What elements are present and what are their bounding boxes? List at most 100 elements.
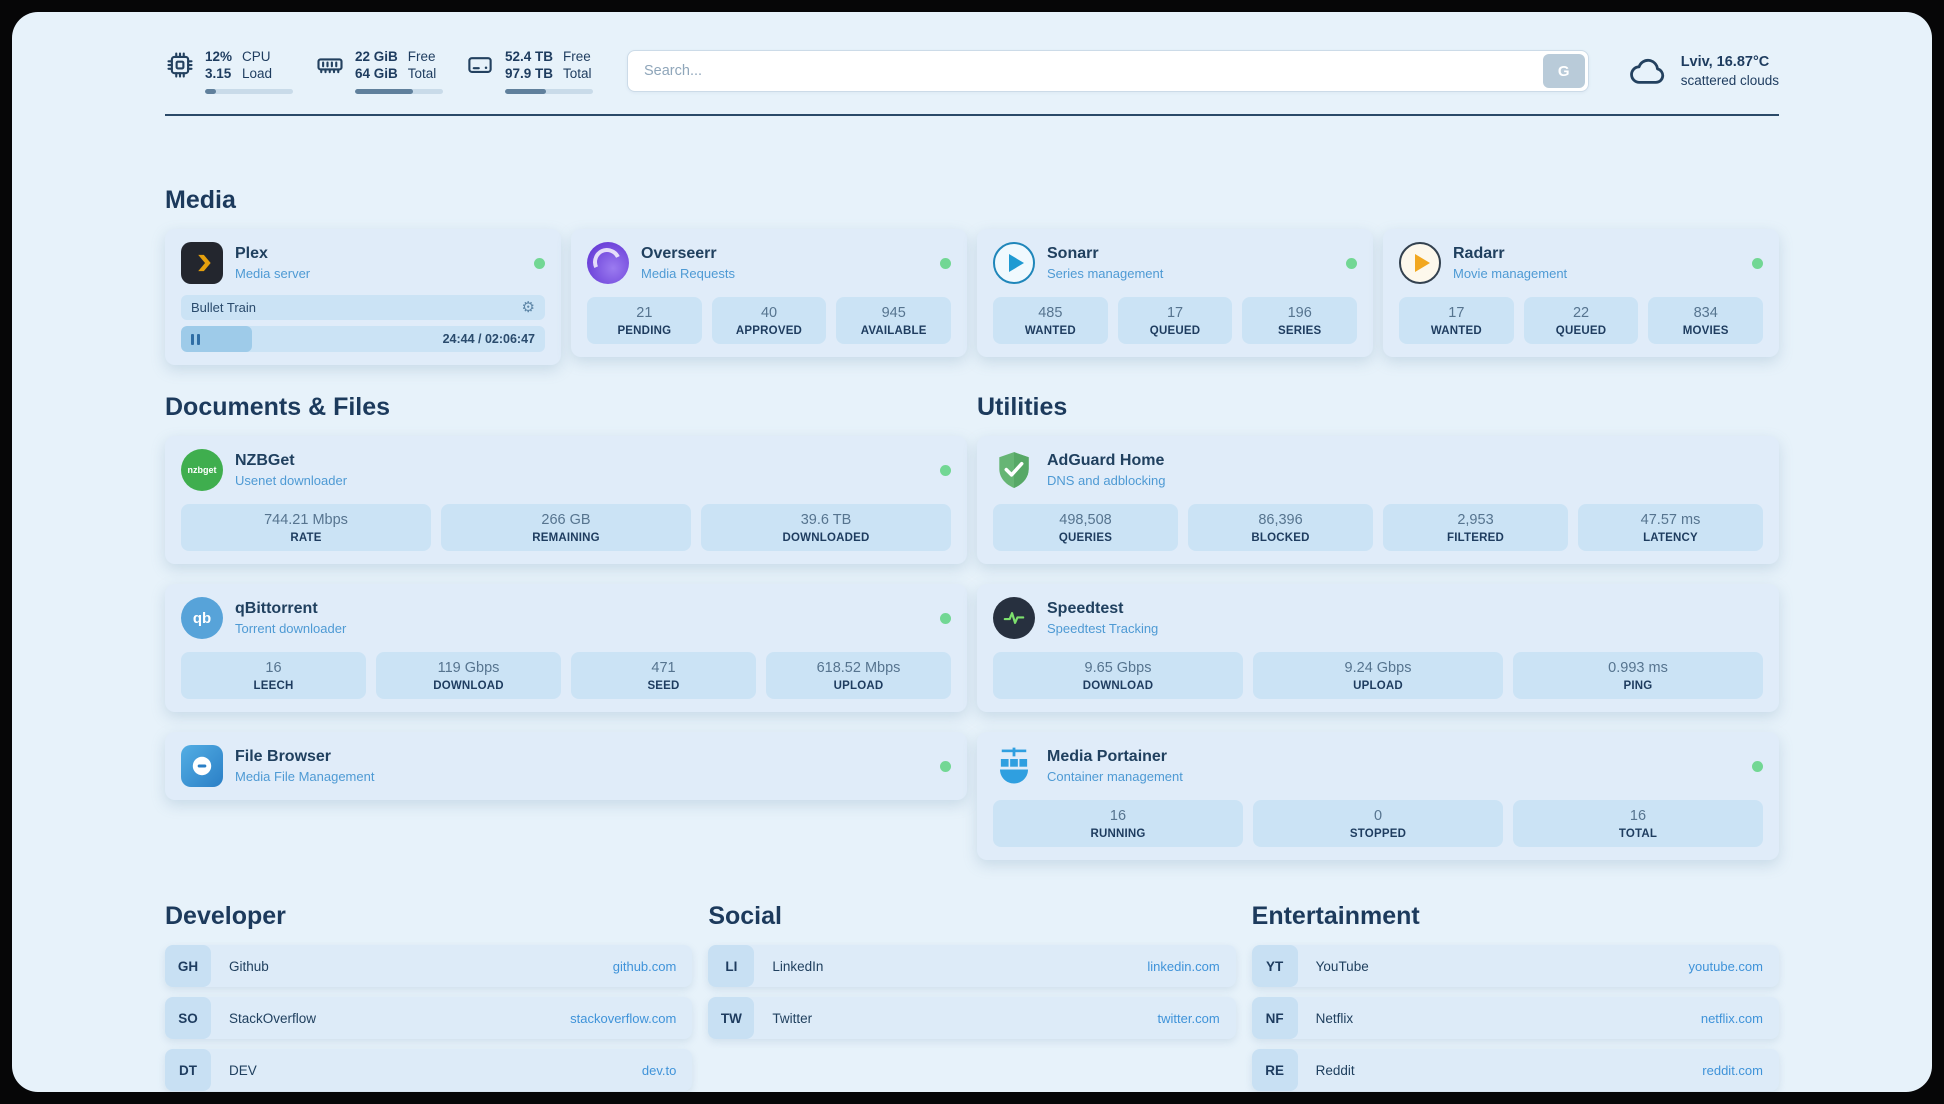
bookmark-domain: stackoverflow.com: [570, 1010, 677, 1026]
app-name: Radarr: [1453, 245, 1505, 262]
stat-box: 119 Gbps DOWNLOAD: [376, 652, 561, 699]
filebrowser-icon: [181, 745, 223, 787]
stat-label: UPLOAD: [1353, 680, 1403, 692]
stat-box: 618.52 Mbps UPLOAD: [766, 652, 951, 699]
gear-icon[interactable]: ⚙: [521, 299, 535, 316]
app-subtitle: Media File Management: [235, 769, 375, 784]
stat-box: 498,508 QUERIES: [993, 504, 1178, 551]
ram-free-value: 22 GiB: [355, 49, 398, 64]
stat-value: 119 Gbps: [437, 660, 500, 676]
bookmark-linkedin[interactable]: LI LinkedIn linkedin.com: [708, 945, 1236, 987]
stat-label: REMAINING: [532, 532, 600, 544]
pause-icon[interactable]: [191, 333, 200, 345]
app-card-adguard[interactable]: AdGuard Home DNS and adblocking 498,508 …: [977, 436, 1779, 564]
plex-icon: [181, 242, 223, 284]
app-name: Speedtest: [1047, 600, 1124, 617]
app-card-portainer[interactable]: Media Portainer Container management 16 …: [977, 732, 1779, 860]
stat-value: 744.21 Mbps: [264, 512, 348, 528]
cpu-label: CPU: [242, 49, 271, 64]
app-subtitle: Torrent downloader: [235, 621, 347, 636]
stat-box: 834 MOVIES: [1648, 297, 1764, 344]
stat-label: RUNNING: [1090, 828, 1146, 840]
status-dot: [940, 760, 951, 772]
stat-value: 2,953: [1457, 512, 1494, 528]
app-name: Overseerr: [641, 245, 717, 262]
app-card-plex[interactable]: Plex Media server Bullet Train ⚙: [165, 229, 561, 365]
app-card-speedtest[interactable]: Speedtest Speedtest Tracking 9.65 Gbps D…: [977, 584, 1779, 712]
cpu-load-label: Load: [242, 66, 273, 81]
ram-free-label: Free: [407, 49, 436, 64]
disk-free-label: Free: [563, 49, 591, 64]
stat-label: QUEUED: [1149, 325, 1201, 337]
stat-box: 16 RUNNING: [993, 800, 1243, 847]
app-card-overseerr[interactable]: Overseerr Media Requests 21 PENDING 40 A…: [571, 229, 967, 357]
stat-label: QUEUED: [1555, 325, 1607, 337]
bookmark-name: DEV: [229, 1062, 257, 1078]
bookmark-group-social: Social LI LinkedIn linkedin.com TW Twitt…: [708, 902, 1236, 1039]
stat-box: 47.57 ms LATENCY: [1578, 504, 1763, 551]
search-go-button[interactable]: G: [1542, 54, 1585, 88]
bookmark-twitter[interactable]: TW Twitter twitter.com: [708, 997, 1236, 1039]
stat-box: 0 STOPPED: [1253, 800, 1503, 847]
bookmark-netflix[interactable]: NF Netflix netflix.com: [1251, 997, 1779, 1039]
ram-stat: 22 GiB 64 GiB Free Total: [315, 48, 443, 94]
stat-label: BLOCKED: [1251, 532, 1310, 544]
ram-progress-fill: [355, 89, 414, 94]
bookmark-domain: linkedin.com: [1147, 958, 1220, 974]
app-card-radarr[interactable]: Radarr Movie management 17 WANTED 22 QUE…: [1383, 229, 1779, 357]
bookmark-dev[interactable]: DT DEV dev.to: [165, 1049, 693, 1091]
app-card-nzbget[interactable]: nzbget NZBGet Usenet downloader 744.21 M…: [165, 436, 967, 564]
stat-value: 21: [636, 305, 653, 321]
bookmark-name: YouTube: [1315, 958, 1369, 974]
stat-box: 86,396 BLOCKED: [1188, 504, 1373, 551]
stat-label: TOTAL: [1618, 828, 1658, 840]
app-card-sonarr[interactable]: Sonarr Series management 485 WANTED 17 Q…: [977, 229, 1373, 357]
now-playing: Bullet Train ⚙ 24:44 / 02:06:47: [181, 295, 545, 352]
stat-label: LATENCY: [1643, 532, 1698, 544]
stat-value: 16: [1109, 808, 1127, 824]
bookmark-abbr: NF: [1251, 997, 1298, 1039]
app-name: File Browser: [235, 748, 332, 765]
bookmark-reddit[interactable]: RE Reddit reddit.com: [1251, 1049, 1779, 1091]
stat-value: 16: [265, 660, 282, 676]
bookmark-name: Netflix: [1315, 1010, 1354, 1026]
stat-box: 9.24 Gbps UPLOAD: [1253, 652, 1503, 699]
system-stats: 12% 3.15 CPU Load: [165, 48, 593, 94]
status-dot: [940, 612, 951, 624]
app-card-qbittorrent[interactable]: qb qBittorrent Torrent downloader 16 LEE…: [165, 584, 967, 712]
stat-box: 2,953 FILTERED: [1383, 504, 1568, 551]
cpu-progress-track: [205, 89, 293, 94]
bookmark-group-entertainment: Entertainment YT YouTube youtube.com NF …: [1251, 902, 1779, 1091]
radarr-icon: [1399, 242, 1441, 284]
search-input[interactable]: [627, 50, 1589, 92]
stat-value: 17: [1448, 305, 1465, 321]
stat-box: 945 AVAILABLE: [836, 297, 952, 344]
portainer-icon: [993, 745, 1035, 787]
disk-total-label: Total: [563, 66, 592, 81]
weather-widget: Lviv, 16.87°C scattered clouds: [1627, 50, 1779, 92]
bookmark-stackoverflow[interactable]: SO StackOverflow stackoverflow.com: [165, 997, 693, 1039]
status-dot: [1346, 257, 1357, 269]
app-subtitle: DNS and adblocking: [1047, 473, 1166, 488]
stat-box: 744.21 Mbps RATE: [181, 504, 431, 551]
stat-value: 0: [1373, 808, 1383, 824]
bookmark-youtube[interactable]: YT YouTube youtube.com: [1251, 945, 1779, 987]
bookmark-domain: github.com: [612, 958, 677, 974]
disk-progress-track: [505, 89, 593, 94]
sonarr-icon: [993, 242, 1035, 284]
app-name: Plex: [235, 245, 268, 262]
bookmark-abbr: SO: [165, 997, 211, 1039]
cpu-stat: 12% 3.15 CPU Load: [165, 48, 293, 94]
cloud-icon: [1627, 50, 1669, 92]
stat-box: 196 SERIES: [1242, 297, 1358, 344]
stat-value: 17: [1166, 305, 1184, 321]
app-card-filebrowser[interactable]: File Browser Media File Management: [165, 732, 967, 800]
stat-box: 266 GB REMAINING: [441, 504, 691, 551]
bookmark-abbr: DT: [165, 1049, 211, 1091]
play-triangle-icon: [1415, 254, 1430, 272]
disk-total-value: 97.9 TB: [505, 66, 554, 81]
bookmark-github[interactable]: GH Github github.com: [165, 945, 693, 987]
weather-location: Lviv, 16.87°C: [1680, 54, 1770, 70]
stat-label: FILTERED: [1447, 532, 1504, 544]
playback-progress-bar[interactable]: 24:44 / 02:06:47: [181, 326, 545, 352]
